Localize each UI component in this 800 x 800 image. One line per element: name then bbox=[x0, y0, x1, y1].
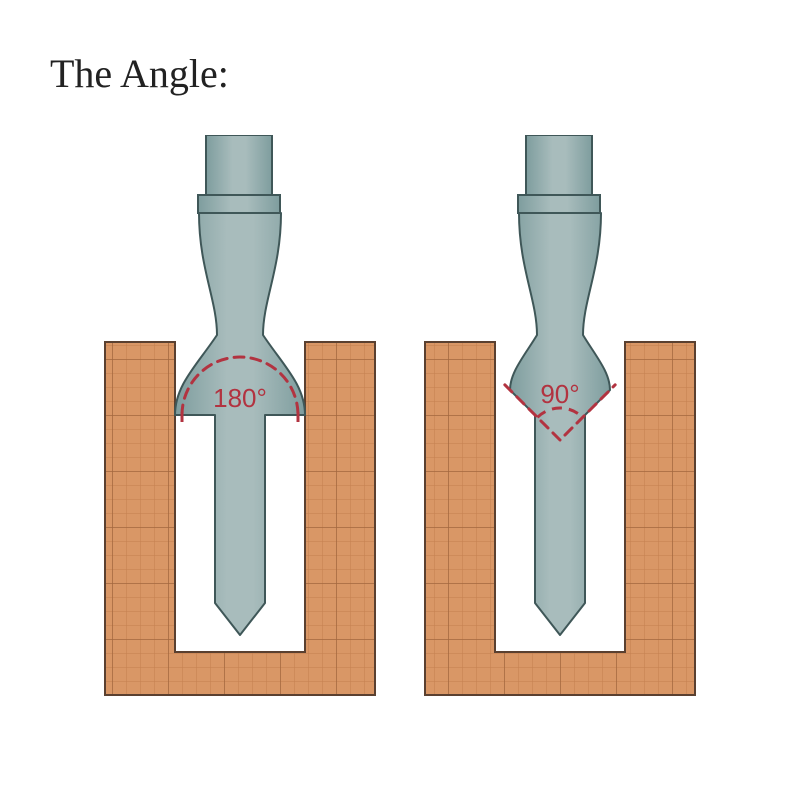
page: The Angle: 180° 90° bbox=[0, 0, 800, 800]
page-title: The Angle: bbox=[50, 50, 229, 97]
svg-text:180°: 180° bbox=[213, 383, 267, 413]
svg-text:90°: 90° bbox=[540, 379, 579, 409]
angle-diagram: 180° 90° bbox=[0, 135, 800, 745]
